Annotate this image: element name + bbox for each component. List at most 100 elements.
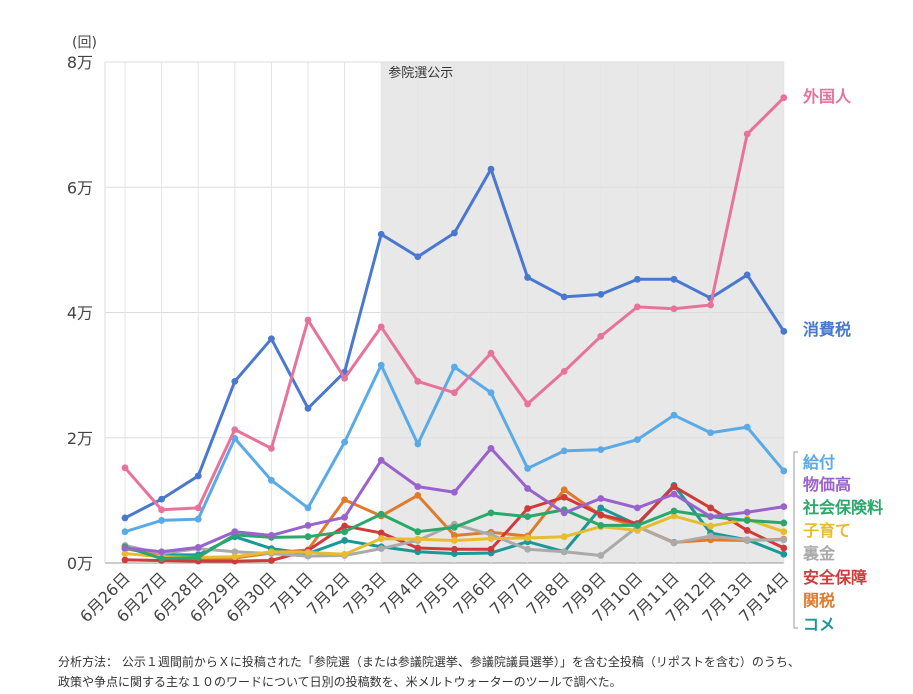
y-tick-label: 2万 [67, 429, 93, 448]
data-point [560, 509, 568, 517]
note-line-2: 政策や争点に関する主な１０のワードについて日別の投稿数を、米メルトウォーターのツ… [58, 675, 622, 689]
data-point [268, 548, 275, 556]
data-point [341, 537, 348, 544]
data-point [304, 533, 312, 541]
data-point [451, 523, 458, 531]
data-point [560, 493, 568, 501]
series-label: 消費税 [803, 320, 851, 339]
data-point [707, 301, 714, 309]
y-tick-label: 4万 [67, 304, 93, 323]
data-point [304, 522, 312, 529]
data-point [377, 545, 385, 552]
data-point [414, 544, 422, 552]
data-point [194, 504, 202, 512]
data-point [377, 361, 385, 369]
y-tick-label: 8万 [67, 53, 93, 72]
line-chart: 参院選公示 (回) 0万 2万 4万 6万 8万 6月26日6月27日6月28日6月29… [67, 35, 883, 634]
y-axis-ticks: 0万 2万 4万 6万 8万 [67, 53, 93, 573]
data-point [597, 495, 605, 502]
data-point [304, 548, 312, 556]
data-point [560, 533, 568, 541]
data-point [414, 528, 422, 536]
data-point [121, 464, 129, 472]
data-point [451, 229, 458, 237]
data-point [341, 438, 348, 446]
data-point [268, 335, 275, 343]
data-point [670, 539, 678, 547]
data-point [560, 293, 568, 301]
data-point [524, 485, 531, 492]
data-point [670, 507, 678, 515]
data-point [377, 456, 385, 464]
data-point [414, 491, 422, 499]
data-point [743, 508, 751, 516]
grid-lines [104, 61, 785, 564]
data-point [524, 465, 531, 472]
y-tick-label: 6万 [67, 178, 93, 197]
data-point [780, 544, 788, 552]
y-tick-label: 0万 [67, 554, 93, 573]
data-point [560, 548, 568, 556]
data-point [597, 522, 605, 529]
data-point [524, 400, 531, 408]
data-point [158, 495, 166, 503]
series-2 [121, 165, 788, 522]
data-point [487, 165, 495, 173]
data-point [670, 483, 678, 490]
data-point [414, 377, 422, 385]
data-point [487, 389, 495, 397]
data-point [743, 423, 751, 431]
y-axis-unit-label: (回) [72, 35, 97, 51]
data-point [194, 543, 202, 551]
data-point [451, 488, 458, 496]
series-label: 裏金 [802, 544, 836, 563]
data-point [560, 367, 568, 375]
data-point [634, 504, 641, 512]
data-point [194, 515, 202, 523]
data-point [414, 535, 422, 543]
data-point [377, 529, 385, 537]
series-label: 給付 [803, 453, 835, 472]
data-point [707, 522, 714, 530]
data-point [524, 513, 531, 521]
data-point [268, 557, 275, 564]
x-axis-ticks: 6月26日6月27日6月28日6月29日6月30日7月1日7月2日7月3日7月4… [76, 568, 792, 626]
data-point [268, 444, 275, 452]
data-point [597, 446, 605, 454]
data-point [231, 426, 239, 434]
data-point [341, 513, 348, 521]
data-point [524, 274, 531, 281]
data-point [121, 556, 129, 564]
data-point [341, 496, 348, 504]
data-point [451, 389, 458, 397]
series-3 [121, 361, 788, 536]
note-line-1: 分析方法： 公示１週間前からＸに投稿された「参院選（または参議院選挙、参議院議員… [58, 655, 800, 669]
data-point [560, 447, 568, 455]
data-point [304, 316, 312, 324]
data-point [377, 510, 385, 518]
series-4 [121, 444, 788, 556]
data-point [121, 528, 129, 536]
data-point [487, 535, 495, 542]
data-point [304, 504, 312, 512]
data-point [487, 349, 495, 357]
data-point [780, 528, 788, 536]
data-point [780, 467, 788, 475]
data-point [707, 429, 714, 437]
data-point [780, 327, 788, 335]
data-point [524, 534, 531, 542]
data-point [121, 550, 129, 558]
data-point [670, 305, 678, 313]
data-point [231, 528, 239, 536]
data-point [634, 275, 641, 283]
data-point [231, 377, 239, 385]
data-point [743, 130, 751, 138]
data-point [487, 509, 495, 517]
data-point [780, 550, 788, 558]
data-point [743, 536, 751, 544]
data-point [268, 532, 275, 539]
data-point [670, 411, 678, 419]
data-point [524, 505, 531, 512]
data-point [743, 517, 751, 524]
